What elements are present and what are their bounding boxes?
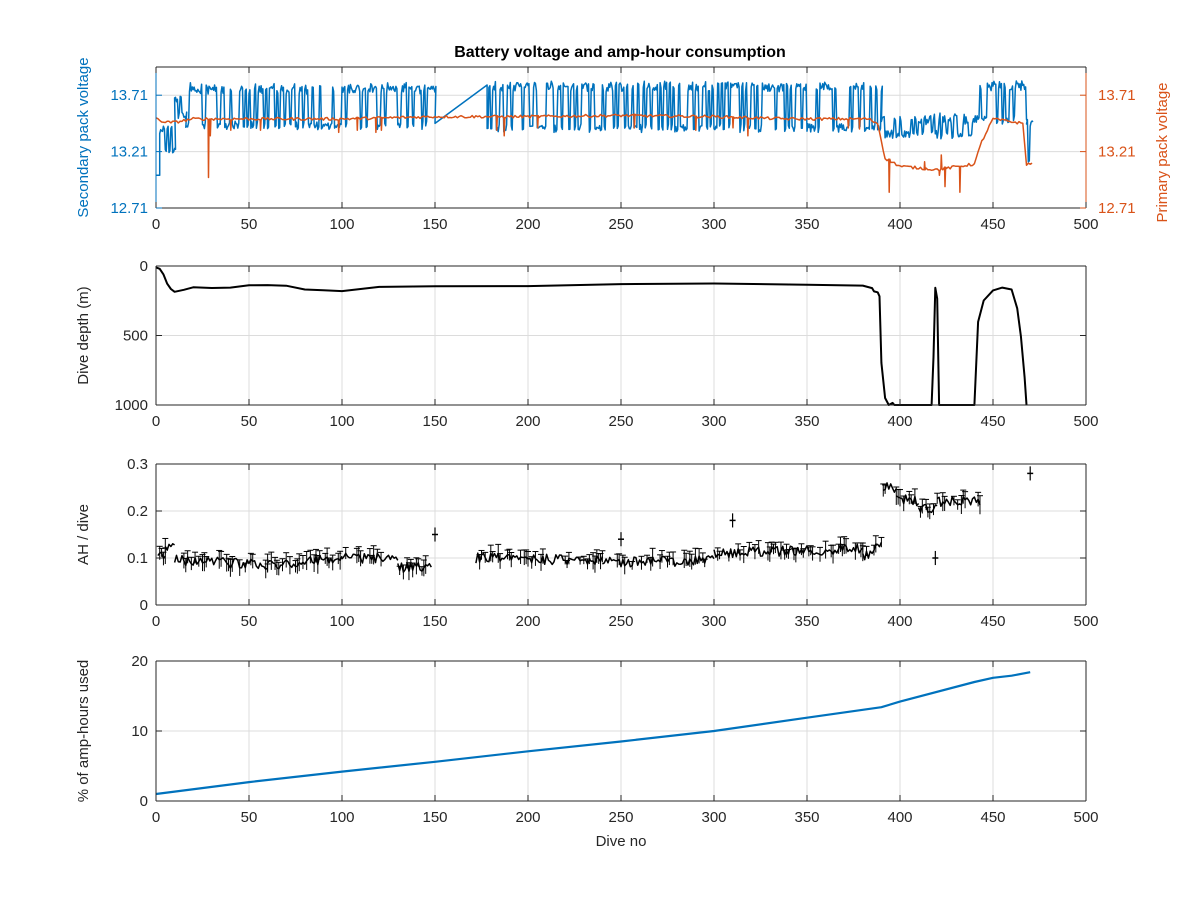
x-tick-label: 50: [241, 809, 258, 826]
ah-per-dive-line: [157, 551, 166, 560]
y-axis-label: Dive depth (m): [75, 286, 92, 384]
y-right-tick-label: 12.71: [1098, 200, 1136, 217]
ah-per-dive-panel: 0 50 100 150 200 250 300 350 400 450 500 0 0.1 0.2 0.3…: [75, 456, 1099, 630]
y-tick-label: 1000: [115, 397, 148, 414]
depth-panel: 0 50 100 150 200 250 300 350 400 450 500 0 500 1000 Di…: [75, 258, 1099, 430]
y-tick-label: 13.71: [110, 87, 148, 104]
y-axis-label: AH / dive: [75, 504, 92, 565]
dive-depth-line: [155, 266, 1028, 406]
amp-hours-used-line: [155, 671, 1031, 796]
figure-title: Battery voltage and amp-hour consumption: [454, 44, 786, 61]
x-tick-label: 500: [1073, 809, 1098, 826]
x-tick-label: 150: [422, 413, 447, 430]
x-tick-label: 0: [152, 809, 160, 826]
x-tick-label: 400: [887, 216, 912, 233]
y-axis-label: % of amp-hours used: [75, 660, 92, 803]
x-tick-label: 0: [152, 413, 160, 430]
x-tick-label: 50: [241, 613, 258, 630]
x-tick-label: 500: [1073, 216, 1098, 233]
primary-voltage-line: [155, 113, 1033, 193]
x-tick-label: 450: [980, 809, 1005, 826]
x-tick-label: 450: [980, 613, 1005, 630]
ah-per-dive-line: [936, 496, 981, 508]
x-tick-label: 300: [701, 613, 726, 630]
x-tick-label: 200: [515, 413, 540, 430]
x-tick-label: 500: [1073, 613, 1098, 630]
y-tick-label: 12.71: [110, 200, 148, 217]
y-tick-label: 0.1: [127, 550, 148, 567]
x-tick-label: 200: [515, 809, 540, 826]
x-tick-label: 200: [515, 216, 540, 233]
x-tick-label: 350: [794, 613, 819, 630]
ah-per-dive-line: [341, 552, 399, 564]
ah-per-dive-line: [917, 503, 938, 514]
ah-per-dive-line: [397, 562, 432, 573]
y-tick-label: 0: [140, 258, 148, 275]
y-axis-label: Secondary pack voltage: [75, 57, 92, 217]
y-tick-label: 0: [140, 597, 148, 614]
x-tick-label: 350: [794, 413, 819, 430]
x-tick-label: 450: [980, 216, 1005, 233]
x-tick-label: 150: [422, 809, 447, 826]
x-tick-label: 400: [887, 613, 912, 630]
ah-per-dive-line: [713, 543, 864, 559]
x-tick-label: 100: [329, 216, 354, 233]
amp-hours-used-panel: 0 50 100 150 200 250 300 350 400 450 500 0 10 20 % of …: [75, 653, 1099, 850]
x-tick-label: 100: [329, 809, 354, 826]
x-tick-label: 250: [608, 809, 633, 826]
voltage-panel: 0 50 100 150 200 250 300 350 400 450 50012.7113.21…: [75, 57, 1171, 233]
y-tick-label: 0: [140, 793, 148, 810]
x-tick-label: 400: [887, 413, 912, 430]
x-axis-label: Dive no: [596, 833, 647, 850]
y-right-tick-label: 13.21: [1098, 144, 1136, 161]
x-tick-label: 150: [422, 613, 447, 630]
x-tick-label: 250: [608, 613, 633, 630]
x-tick-label: 350: [794, 809, 819, 826]
x-tick-label: 50: [241, 413, 258, 430]
x-tick-label: 300: [701, 413, 726, 430]
y-tick-label: 10: [131, 723, 148, 740]
x-tick-label: 300: [701, 216, 726, 233]
x-tick-label: 400: [887, 809, 912, 826]
x-tick-label: 100: [329, 413, 354, 430]
x-tick-label: 300: [701, 809, 726, 826]
ah-per-dive-line: [895, 494, 920, 507]
y-tick-label: 20: [131, 653, 148, 670]
y-tick-label: 13.21: [110, 144, 148, 161]
x-tick-label: 450: [980, 413, 1005, 430]
x-tick-label: 100: [329, 613, 354, 630]
x-tick-label: 350: [794, 216, 819, 233]
y-right-axis-label: Primary pack voltage: [1154, 82, 1171, 222]
x-tick-label: 500: [1073, 413, 1098, 430]
y-tick-label: 0.3: [127, 456, 148, 473]
y-tick-label: 0.2: [127, 503, 148, 520]
ah-per-dive-line: [164, 543, 175, 551]
x-tick-label: 0: [152, 216, 160, 233]
ah-per-dive-line: [475, 552, 604, 566]
secondary-voltage-line: [156, 80, 1034, 177]
x-tick-label: 200: [515, 613, 540, 630]
ah-per-dive-line: [173, 554, 268, 570]
ah-per-dive-line: [602, 555, 715, 568]
ah-per-dive-line: [862, 542, 883, 561]
x-tick-label: 150: [422, 216, 447, 233]
ah-per-dive-line: [267, 554, 343, 570]
x-tick-label: 50: [241, 216, 258, 233]
y-right-tick-label: 13.71: [1098, 87, 1136, 104]
x-tick-label: 0: [152, 613, 160, 630]
y-tick-label: 500: [123, 328, 148, 345]
x-tick-label: 250: [608, 216, 633, 233]
ah-per-dive-line: [882, 482, 897, 493]
x-tick-label: 250: [608, 413, 633, 430]
